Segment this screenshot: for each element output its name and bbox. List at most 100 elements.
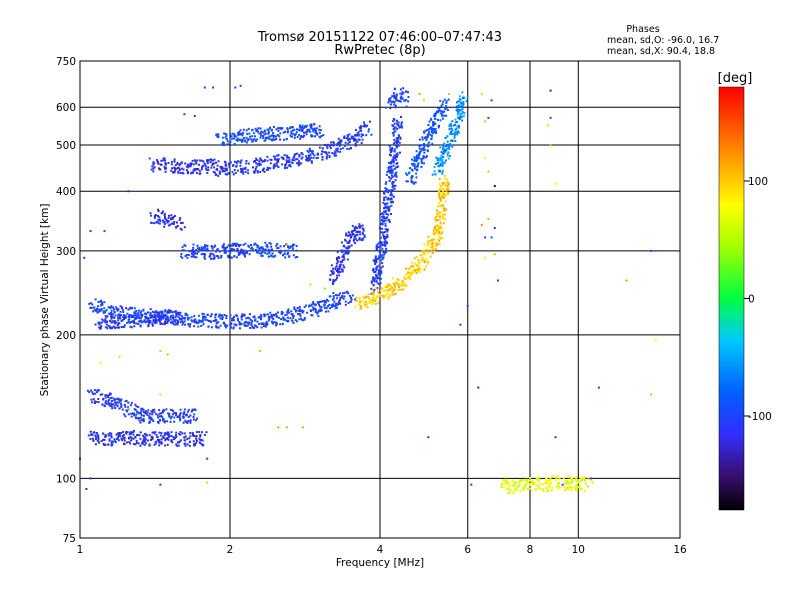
data-point (121, 408, 124, 411)
data-point (175, 314, 178, 317)
data-point (260, 313, 263, 316)
data-point (432, 248, 435, 251)
data-point (326, 144, 328, 147)
data-point (360, 238, 363, 241)
y-tick-label: 600 (56, 102, 76, 114)
data-point (158, 444, 161, 447)
data-point (251, 325, 254, 328)
data-point (345, 252, 348, 255)
data-point (256, 170, 259, 173)
data-point (395, 162, 398, 165)
data-point (236, 169, 239, 172)
data-point (447, 151, 450, 154)
data-point (275, 312, 277, 315)
data-point (365, 134, 368, 137)
data-point (110, 399, 113, 402)
data-point (450, 124, 453, 127)
data-point (384, 210, 387, 213)
data-point (180, 222, 182, 224)
data-point (316, 153, 319, 156)
data-point (260, 252, 263, 255)
data-point (460, 112, 463, 115)
data-point (422, 157, 425, 160)
data-point (397, 279, 400, 282)
data-point (174, 169, 177, 172)
data-point (441, 169, 444, 172)
data-point (330, 306, 333, 309)
data-point (384, 243, 387, 245)
data-point (206, 162, 209, 165)
data-point (387, 197, 390, 199)
data-point (397, 144, 400, 147)
data-point (434, 218, 437, 221)
data-point (393, 174, 396, 177)
data-point (277, 166, 280, 168)
data-point (244, 255, 246, 258)
data-point (148, 321, 151, 324)
data-point (132, 314, 135, 317)
data-point (447, 157, 450, 160)
data-point (220, 254, 223, 257)
data-point (383, 237, 386, 239)
data-point (182, 168, 185, 171)
data-point (186, 422, 189, 424)
data-point (391, 194, 394, 197)
data-point (410, 176, 413, 179)
data-point (187, 165, 190, 168)
data-point (102, 442, 105, 445)
data-point (83, 256, 86, 259)
data-point (202, 316, 205, 319)
data-point (382, 244, 385, 246)
data-point (284, 249, 287, 252)
data-point (392, 161, 395, 164)
data-point (318, 305, 321, 308)
data-point (438, 159, 441, 162)
data-point (446, 153, 449, 155)
data-point (445, 149, 448, 152)
data-point (310, 126, 313, 129)
data-point (343, 135, 346, 138)
data-point (135, 313, 137, 316)
data-point (256, 158, 259, 161)
data-point (305, 158, 308, 161)
data-point (363, 123, 366, 126)
data-point (152, 161, 155, 164)
data-point (242, 128, 245, 131)
data-point (181, 315, 184, 318)
data-point (108, 438, 111, 441)
data-point (184, 435, 187, 438)
data-point (527, 481, 530, 484)
data-point (132, 431, 135, 434)
data-point (218, 250, 221, 253)
data-point (91, 401, 94, 404)
data-point (326, 153, 329, 156)
data-point (167, 220, 170, 223)
data-point (300, 157, 303, 160)
data-point (280, 318, 283, 321)
data-point (487, 170, 490, 173)
data-point (225, 167, 228, 170)
data-point (215, 134, 218, 137)
data-point (175, 412, 177, 415)
data-point (337, 256, 340, 259)
data-point (382, 234, 385, 237)
data-point (453, 137, 456, 139)
data-point (405, 105, 408, 108)
data-point (307, 151, 310, 154)
data-point (131, 320, 134, 323)
data-point (311, 151, 314, 154)
data-point (144, 411, 147, 414)
data-point (563, 481, 566, 484)
data-point (381, 227, 384, 230)
stats-o: mean, sd,O: -96.0, 16.7 (607, 35, 719, 46)
data-point (382, 253, 385, 256)
data-point (159, 220, 162, 222)
data-point (427, 242, 430, 245)
data-point (200, 246, 203, 249)
data-point (308, 159, 311, 162)
data-point (160, 313, 163, 316)
data-point (233, 133, 236, 136)
data-point (191, 320, 194, 323)
data-point (318, 146, 321, 149)
data-point (215, 326, 218, 329)
